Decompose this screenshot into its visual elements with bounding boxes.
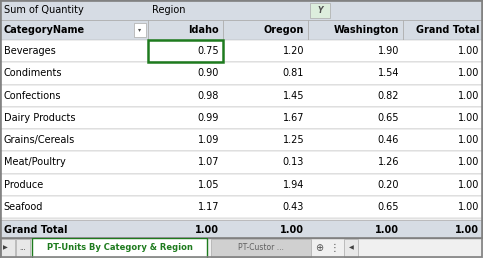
Text: ⊕: ⊕: [315, 243, 323, 253]
Bar: [211, 239, 311, 257]
Text: 1.94: 1.94: [283, 180, 304, 190]
Text: Meat/Poultry: Meat/Poultry: [4, 157, 66, 167]
Text: 1.45: 1.45: [283, 91, 304, 101]
Text: 1.00: 1.00: [458, 180, 479, 190]
Text: ▾: ▾: [138, 28, 141, 33]
Bar: [0, 220, 483, 240]
Text: PT-Custor ...: PT-Custor ...: [238, 244, 284, 253]
Text: 1.00: 1.00: [375, 225, 399, 235]
Text: 0.90: 0.90: [198, 68, 219, 78]
Text: Region: Region: [152, 5, 185, 15]
Bar: [0, 196, 483, 218]
Text: 1.00: 1.00: [280, 225, 304, 235]
Text: 1.00: 1.00: [195, 225, 219, 235]
Text: Confections: Confections: [4, 91, 61, 101]
Text: 1.00: 1.00: [458, 135, 479, 145]
Bar: [0, 40, 483, 62]
Bar: [0, 0, 483, 20]
Text: 0.13: 0.13: [283, 157, 304, 167]
Bar: [403, 20, 483, 40]
Text: 0.65: 0.65: [378, 202, 399, 212]
Bar: [344, 239, 358, 257]
Text: 1.00: 1.00: [458, 113, 479, 123]
Text: 1.00: 1.00: [458, 68, 479, 78]
Bar: [148, 40, 223, 62]
Bar: [1, 239, 15, 257]
Bar: [0, 85, 483, 107]
Bar: [0, 173, 483, 196]
Text: 1.00: 1.00: [458, 46, 479, 56]
Text: 0.46: 0.46: [378, 135, 399, 145]
Bar: [0, 129, 483, 151]
Text: 1.07: 1.07: [198, 157, 219, 167]
Text: 0.75: 0.75: [198, 46, 219, 56]
Text: Beverages: Beverages: [4, 46, 56, 56]
Bar: [311, 3, 330, 18]
Text: 0.99: 0.99: [198, 113, 219, 123]
Text: 0.81: 0.81: [283, 68, 304, 78]
Text: Idaho: Idaho: [188, 25, 219, 35]
Text: 1.05: 1.05: [198, 180, 219, 190]
Text: Grand Total: Grand Total: [416, 25, 479, 35]
Text: 0.20: 0.20: [378, 180, 399, 190]
Bar: [0, 62, 483, 85]
Bar: [0, 107, 483, 129]
Text: 0.82: 0.82: [378, 91, 399, 101]
Text: ◀: ◀: [349, 246, 354, 251]
Text: Sum of Quantity: Sum of Quantity: [4, 5, 84, 15]
Bar: [32, 238, 207, 258]
Text: 1.90: 1.90: [378, 46, 399, 56]
Text: 1.17: 1.17: [198, 202, 219, 212]
Bar: [133, 23, 145, 37]
Text: 1.20: 1.20: [283, 46, 304, 56]
Bar: [148, 20, 223, 40]
Text: Grand Total: Grand Total: [4, 225, 67, 235]
Text: 0.98: 0.98: [198, 91, 219, 101]
Text: Produce: Produce: [4, 180, 43, 190]
Text: 0.43: 0.43: [283, 202, 304, 212]
Text: Grains/Cereals: Grains/Cereals: [4, 135, 75, 145]
Text: Oregon: Oregon: [264, 25, 304, 35]
Text: CategoryName: CategoryName: [4, 25, 85, 35]
Bar: [0, 20, 148, 40]
Bar: [308, 20, 403, 40]
Text: Dairy Products: Dairy Products: [4, 113, 75, 123]
Text: ▶: ▶: [2, 246, 7, 251]
Text: 0.65: 0.65: [378, 113, 399, 123]
Text: ⋮: ⋮: [329, 243, 339, 253]
Text: 1.26: 1.26: [378, 157, 399, 167]
Text: 1.00: 1.00: [455, 225, 479, 235]
Text: 1.54: 1.54: [378, 68, 399, 78]
Text: Condiments: Condiments: [4, 68, 62, 78]
Text: 1.00: 1.00: [458, 91, 479, 101]
Text: Washington: Washington: [334, 25, 399, 35]
Text: 1.09: 1.09: [198, 135, 219, 145]
Text: 1.00: 1.00: [458, 202, 479, 212]
Text: Seafood: Seafood: [4, 202, 43, 212]
Bar: [0, 151, 483, 173]
Text: PT-Units By Category & Region: PT-Units By Category & Region: [46, 244, 192, 253]
Text: 1.25: 1.25: [283, 135, 304, 145]
Text: Y: Y: [317, 5, 323, 14]
Text: 1.00: 1.00: [458, 157, 479, 167]
Bar: [223, 20, 308, 40]
Bar: [16, 239, 30, 257]
Text: 1.67: 1.67: [283, 113, 304, 123]
Text: ...: ...: [20, 245, 27, 251]
